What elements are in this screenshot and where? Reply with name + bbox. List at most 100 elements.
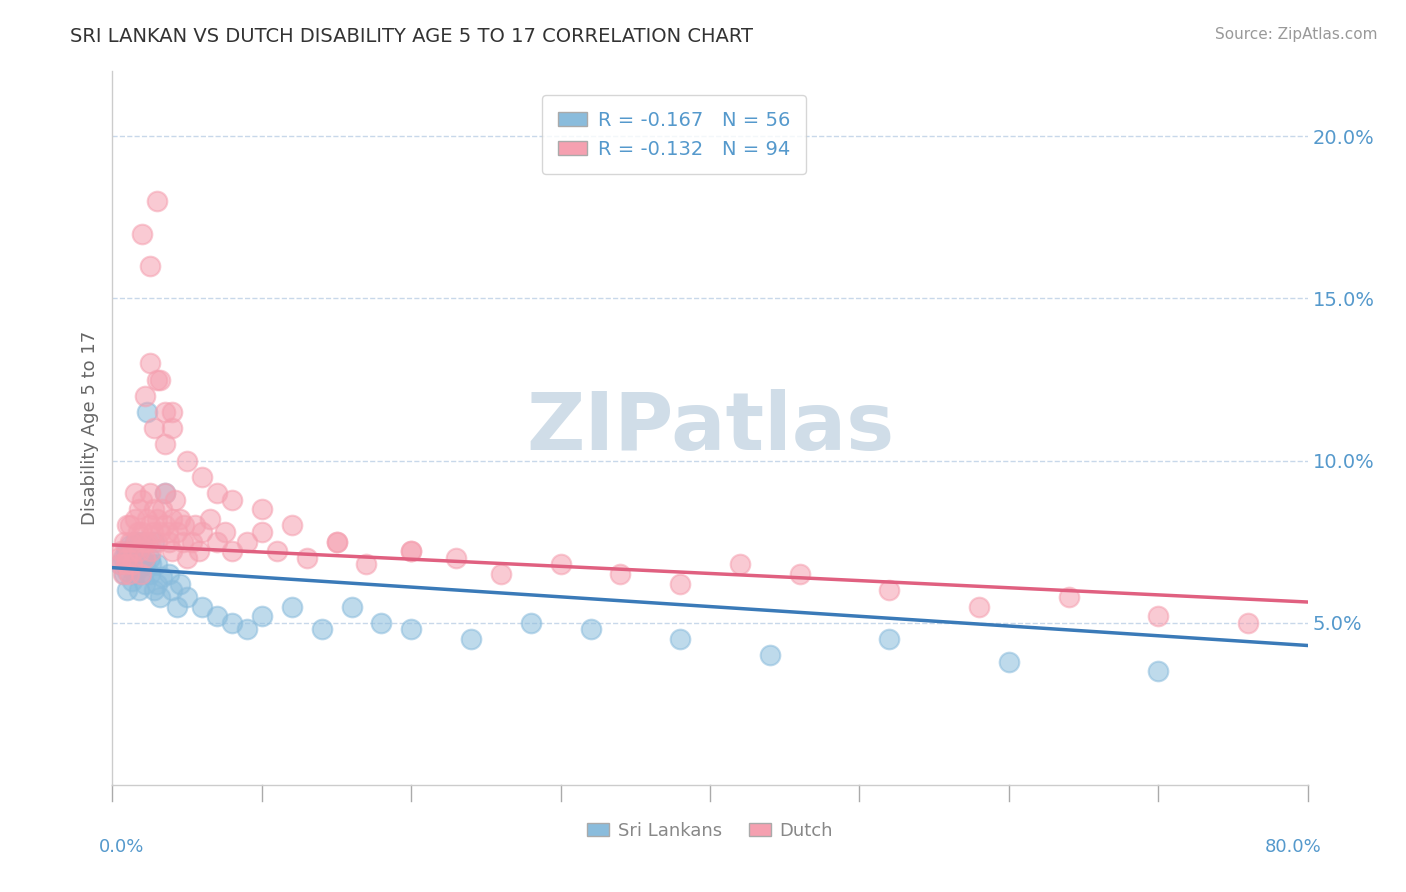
Point [120,518,142,533]
Point [444,550,467,565]
Point [143,502,166,516]
Point [134,577,156,591]
Point [967,599,990,614]
Point [120,558,142,572]
Point [124,486,146,500]
Point [117,583,139,598]
Point [401,544,423,558]
Point [125,558,148,572]
Point [153,486,176,500]
Point [356,558,378,572]
Point [117,518,139,533]
Point [173,518,195,533]
Point [180,534,202,549]
Point [146,372,169,386]
Point [221,492,243,507]
Point [176,453,198,467]
Point [139,259,162,273]
Point [1057,590,1080,604]
Point [122,550,145,565]
Point [460,632,482,646]
Point [236,622,259,636]
Point [149,372,172,386]
Point [1147,609,1170,624]
Text: 80.0%: 80.0% [1265,838,1322,856]
Point [998,655,1021,669]
Point [108,558,131,572]
Point [107,550,129,565]
Point [124,567,146,582]
Point [134,389,156,403]
Point [146,534,169,549]
Point [166,599,188,614]
Point [131,550,153,565]
Point [120,538,142,552]
Point [205,609,228,624]
Point [157,534,180,549]
Point [162,512,183,526]
Point [250,609,273,624]
Point [114,534,135,549]
Text: SRI LANKAN VS DUTCH DISABILITY AGE 5 TO 17 CORRELATION CHART: SRI LANKAN VS DUTCH DISABILITY AGE 5 TO … [70,27,754,45]
Point [221,615,243,630]
Point [127,524,149,539]
Point [550,558,572,572]
Point [139,356,162,370]
Point [128,583,150,598]
Point [153,486,176,500]
Point [139,550,162,565]
Point [146,194,169,208]
Point [135,405,157,419]
Point [250,524,273,539]
Point [191,524,214,539]
Point [169,577,191,591]
Point [138,534,160,549]
Point [198,512,221,526]
Point [150,570,173,584]
Point [111,567,134,582]
Legend: Sri Lankans, Dutch: Sri Lankans, Dutch [579,815,841,847]
Point [609,567,631,582]
Point [132,534,155,549]
Point [131,227,153,241]
Point [1147,665,1170,679]
Point [128,560,150,574]
Point [153,518,176,533]
Point [149,590,172,604]
Point [143,421,166,435]
Point [191,470,214,484]
Point [789,567,811,582]
Point [131,524,153,539]
Point [172,534,194,549]
Point [122,544,145,558]
Point [124,534,146,549]
Point [157,567,180,582]
Point [128,544,150,558]
Point [108,558,131,572]
Point [115,558,138,572]
Point [153,437,176,451]
Point [183,518,205,533]
Point [340,599,363,614]
Point [169,512,191,526]
Point [188,544,211,558]
Point [669,632,692,646]
Point [669,577,692,591]
Point [759,648,782,663]
Point [143,583,166,598]
Point [143,534,166,549]
Point [150,502,173,516]
Point [401,622,423,636]
Point [153,405,176,419]
Point [117,544,139,558]
Point [117,550,139,565]
Point [146,577,169,591]
Point [191,599,214,614]
Point [139,486,162,500]
Point [401,544,423,558]
Point [114,567,135,582]
Point [489,567,512,582]
Point [131,534,153,549]
Point [162,421,183,435]
Point [110,544,132,558]
